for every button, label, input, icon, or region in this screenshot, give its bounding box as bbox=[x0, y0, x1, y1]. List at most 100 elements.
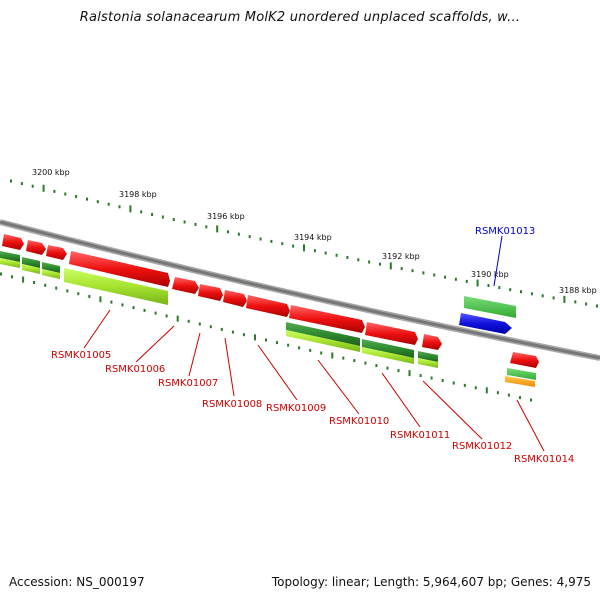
ruler-minor-tick bbox=[422, 271, 425, 275]
gene-arrow[interactable] bbox=[246, 295, 290, 317]
ruler-minor-tick bbox=[143, 308, 146, 312]
leader-line bbox=[257, 344, 298, 401]
ruler-minor-tick bbox=[474, 386, 477, 390]
ruler-minor-tick bbox=[265, 338, 267, 342]
leader-line bbox=[224, 337, 235, 397]
ruler-minor-tick bbox=[140, 210, 143, 214]
ruler-minor-tick bbox=[132, 306, 135, 310]
cds-bar[interactable] bbox=[0, 258, 20, 268]
ruler-minor-tick bbox=[183, 220, 186, 224]
gene-label[interactable]: RSMK01008 bbox=[202, 399, 262, 410]
ruler-minor-tick bbox=[498, 286, 501, 290]
ruler-minor-tick bbox=[419, 374, 422, 378]
ruler-minor-tick bbox=[53, 189, 56, 193]
ruler-label: 3196 kbp bbox=[207, 212, 245, 221]
topology-text: Topology: linear; Length: 5,964,607 bp; … bbox=[271, 575, 591, 589]
gene-arrow[interactable] bbox=[223, 290, 247, 307]
ruler-minor-tick bbox=[375, 364, 378, 368]
ruler-minor-tick bbox=[220, 327, 223, 331]
ruler-minor-tick bbox=[118, 205, 121, 209]
ruler-minor-tick bbox=[187, 319, 190, 323]
gene-label[interactable]: RSMK01010 bbox=[329, 416, 389, 427]
ruler-minor-tick bbox=[353, 359, 356, 363]
cds-bar[interactable] bbox=[286, 330, 360, 352]
leader-line bbox=[317, 359, 360, 415]
cds-bar[interactable] bbox=[362, 339, 414, 358]
ruler-minor-tick bbox=[397, 369, 400, 373]
gene-label[interactable]: RSMK01007 bbox=[158, 378, 218, 389]
ruler-minor-tick bbox=[237, 232, 240, 236]
ruler-major-tick bbox=[389, 262, 392, 270]
gene-arrow[interactable] bbox=[172, 277, 199, 294]
ruler-minor-tick bbox=[75, 195, 78, 199]
gene-arrow[interactable] bbox=[2, 234, 24, 250]
ruler-minor-tick bbox=[248, 235, 251, 239]
leader-line bbox=[422, 380, 483, 440]
cds-bar[interactable] bbox=[42, 262, 60, 273]
cds-bar[interactable] bbox=[42, 269, 60, 279]
ruler-minor-tick bbox=[151, 213, 154, 216]
cds-bar[interactable] bbox=[507, 368, 536, 380]
ruler-minor-tick bbox=[55, 286, 58, 290]
leader-line bbox=[135, 325, 175, 363]
cds-bar[interactable] bbox=[418, 358, 438, 368]
gene-label[interactable]: RSMK01014 bbox=[514, 454, 574, 465]
gene-label[interactable]: RSMK01006 bbox=[105, 364, 165, 375]
ruler-minor-tick bbox=[530, 398, 532, 402]
cds-bar[interactable] bbox=[505, 376, 535, 387]
ruler-minor-tick bbox=[379, 262, 381, 266]
ruler-minor-tick bbox=[227, 230, 229, 234]
ruler-minor-tick bbox=[281, 242, 284, 246]
ruler-minor-tick bbox=[33, 281, 36, 284]
cds-bar[interactable] bbox=[22, 264, 40, 274]
cds-bar[interactable] bbox=[362, 347, 414, 364]
gene-label[interactable]: RSMK01009 bbox=[266, 403, 326, 414]
ruler-minor-tick bbox=[205, 225, 208, 229]
gene-arrow[interactable] bbox=[26, 240, 46, 255]
ruler-minor-tick bbox=[96, 200, 99, 204]
gene-label[interactable]: RSMK01012 bbox=[452, 441, 512, 452]
ruler-major-tick bbox=[303, 244, 305, 252]
ruler-minor-tick bbox=[242, 333, 245, 337]
ruler-minor-tick bbox=[88, 295, 91, 298]
sequence-backbone bbox=[0, 219, 600, 361]
ruler-minor-tick bbox=[320, 351, 323, 355]
ruler-label: 3190 kbp bbox=[471, 270, 509, 279]
gene-arrow[interactable] bbox=[289, 305, 365, 333]
ruler-minor-tick bbox=[368, 260, 371, 264]
ruler-minor-tick bbox=[357, 258, 360, 262]
ruler-minor-tick bbox=[596, 304, 598, 308]
ruler-minor-tick bbox=[335, 253, 338, 257]
label-leaders bbox=[83, 235, 545, 452]
gene-arrow[interactable] bbox=[510, 352, 539, 368]
ruler-minor-tick bbox=[194, 222, 197, 226]
gene-arrow[interactable] bbox=[198, 284, 223, 301]
gene-label[interactable]: RSMK01011 bbox=[390, 430, 450, 441]
gene-arrow[interactable] bbox=[422, 334, 442, 350]
ruler-minor-tick bbox=[433, 273, 436, 277]
cds-bar[interactable] bbox=[286, 322, 360, 346]
gene-arrow[interactable] bbox=[365, 322, 418, 345]
ruler-minor-tick bbox=[507, 393, 510, 397]
ruler-minor-tick bbox=[585, 302, 588, 306]
gene-arrow[interactable] bbox=[69, 251, 170, 287]
ruler-major-tick bbox=[99, 296, 102, 303]
leader-line bbox=[83, 309, 111, 349]
cds-bar[interactable] bbox=[418, 351, 438, 362]
cds-bar[interactable] bbox=[22, 257, 40, 268]
ruler-minor-tick bbox=[530, 292, 533, 296]
gene-arrow[interactable] bbox=[46, 245, 67, 260]
gene-label[interactable]: RSMK01005 bbox=[51, 350, 111, 361]
ruler-minor-tick bbox=[452, 381, 455, 385]
cds-bar[interactable] bbox=[0, 251, 20, 262]
ruler-minor-tick bbox=[165, 314, 168, 318]
cds-bar[interactable] bbox=[464, 296, 516, 318]
gene-arrow-selected[interactable] bbox=[459, 313, 512, 334]
ruler-major-tick bbox=[176, 315, 179, 322]
gene-label[interactable]: RSMK01013 bbox=[475, 226, 535, 237]
ruler-minor-tick bbox=[400, 267, 403, 271]
ruler-minor-tick bbox=[259, 237, 262, 241]
cds-bar[interactable] bbox=[64, 268, 168, 305]
gene-labels: RSMK01005 RSMK01006 RSMK01007 RSMK01008 … bbox=[51, 226, 574, 465]
